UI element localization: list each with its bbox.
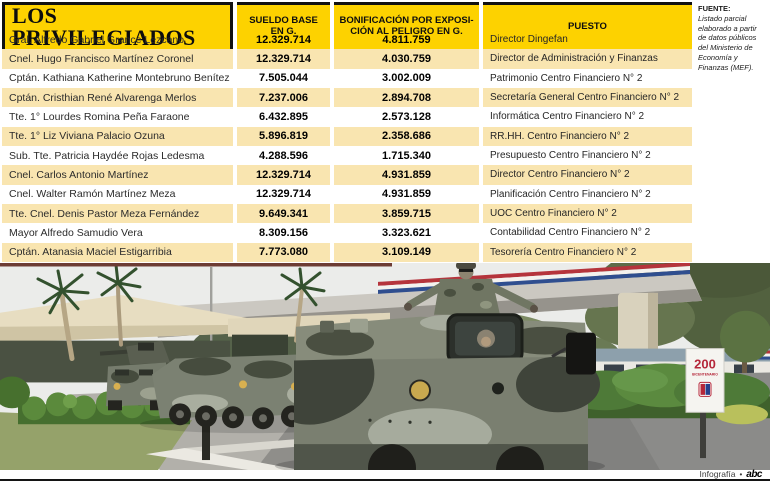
danger-bonus: 2.573.128 [382, 110, 431, 123]
source-note: FUENTE: Listado parcial elaborado a part… [698, 4, 766, 72]
danger-bonus: 2.358.686 [334, 126, 479, 146]
apc-turret [99, 340, 170, 365]
grass [0, 412, 192, 470]
table-row: Sub. Tte. Patricia Haydée Rojas Ledesma … [2, 146, 692, 165]
table-row: Cptán. Cristhian René Alvarenga Merlos 7… [2, 87, 692, 108]
soldier-cap [456, 263, 476, 269]
page-title: LOS PRIVILEGIADOS [12, 3, 196, 50]
base-salary: 6.432.895 [259, 110, 308, 123]
base-salary: 12.329.714 [255, 188, 312, 201]
column-header-bonificacion: BONIFICACIÓN POR EXPOSI- CIÓN AL PELIGRO… [334, 2, 479, 52]
photo-illustration: 200 BICENTENARIO [0, 263, 770, 470]
wheel [368, 444, 416, 470]
table-row: Cnel. Walter Ramón Martínez Meza 12.329.… [2, 185, 692, 204]
position: RR.HH. Centro Financiero N° 2 [483, 126, 692, 146]
base-salary: 5.896.819 [237, 126, 330, 146]
column-header-puesto: PUESTO [483, 2, 692, 52]
position: Tesorería Centro Financiero N° 2 [483, 242, 692, 262]
photo-military-vehicles: 200 BICENTENARIO [0, 263, 770, 470]
trimmed-tree [720, 310, 770, 379]
table-row: Cnel. Carlos Antonio Martínez 12.329.714… [2, 165, 692, 185]
base-salary: 4.288.596 [259, 149, 308, 162]
officer-name: Tte. 1° Lourdes Romina Peña Faraone [9, 110, 190, 123]
table-row: Mayor Alfredo Samudio Vera 8.309.156 3.3… [2, 223, 692, 242]
base-salary: 12.329.714 [237, 49, 330, 69]
table-header: LOS PRIVILEGIADOS SUELDO BASE EN G. BONI… [2, 2, 692, 52]
danger-bonus: 4.931.859 [382, 188, 431, 201]
source-text: Listado parcial elaborado a partir de da… [698, 13, 757, 72]
base-salary: 8.309.156 [259, 226, 308, 239]
soldier-on-vehicle [404, 263, 538, 315]
table-row: Cptán. Atanasia Maciel Estigarribia 7.77… [2, 242, 692, 262]
wheel [496, 446, 544, 470]
position: Planificación Centro Financiero N° 2 [490, 188, 651, 200]
table-row: Tte. Cnel. Denis Pastor Meza Fernández 9… [2, 203, 692, 224]
photo-top-edge [0, 263, 392, 267]
position: Director Centro Financiero N° 2 [483, 165, 692, 185]
table-row: Tte. 1° Liz Viviana Palacio Ozuna 5.896.… [2, 126, 692, 146]
sign-number: 200 [694, 357, 716, 372]
table-row: Cptán. Kathiana Katherine Montebruno Ben… [2, 69, 692, 88]
officer-name: Mayor Alfredo Samudio Vera [9, 226, 143, 239]
bottom-rule [0, 479, 770, 481]
danger-bonus: 4.030.759 [334, 49, 479, 69]
position: Director de Administración y Finanzas [483, 49, 692, 69]
officer-name: Gral. Alfredo Gabriel Grance Lezcano [9, 33, 185, 46]
officer-name: Sub. Tte. Patricia Haydée Rojas Ledesma [9, 149, 205, 162]
officer-name: Cnel. Walter Ramón Martínez Meza [9, 188, 176, 201]
credit-line: Infografía • abc [699, 468, 763, 480]
danger-bonus: 4.931.859 [334, 165, 479, 185]
danger-bonus: 3.859.715 [334, 203, 479, 224]
position: Patrimonio Centro Financiero N° 2 [490, 72, 643, 84]
title-box: LOS PRIVILEGIADOS [2, 2, 233, 52]
abc-logo: abc [746, 468, 762, 480]
yellow-bush [716, 404, 768, 425]
position: Secretaría General Centro Financiero N° … [483, 87, 692, 108]
sunglasses [459, 268, 473, 272]
officer-name: Cptán. Atanasia Maciel Estigarribia [2, 242, 233, 262]
position: Presupuesto Centro Financiero N° 2 [490, 150, 651, 162]
position: Director Dingefan [490, 34, 568, 46]
base-salary: 9.649.341 [237, 203, 330, 224]
officer-name: Tte. Cnel. Denis Pastor Meza Fernández [2, 203, 233, 224]
table-row: Tte. 1° Lourdes Romina Peña Faraone 6.43… [2, 107, 692, 126]
danger-bonus: 3.323.621 [382, 226, 431, 239]
side-mirror [566, 332, 596, 375]
danger-bonus: 3.002.009 [382, 72, 431, 85]
base-salary: 12.329.714 [255, 33, 312, 46]
position: UOC Centro Financiero N° 2 [483, 203, 692, 224]
footer: Infografía • abc [0, 468, 770, 483]
base-salary: 7.505.044 [259, 72, 308, 85]
credit-text: Infografía [699, 469, 736, 479]
sign-label: BICENTENARIO [692, 372, 718, 376]
danger-bonus: 3.109.149 [334, 242, 479, 262]
officer-name: Cptán. Cristhian René Alvarenga Merlos [2, 87, 233, 108]
bicentenario-sign: 200 BICENTENARIO [685, 348, 725, 459]
danger-bonus: 4.811.759 [382, 33, 431, 46]
flagpole [210, 266, 213, 355]
position: Informática Centro Financiero N° 2 [490, 111, 645, 123]
officer-name: Cnel. Hugo Francisco Martínez Coronel [2, 49, 233, 69]
table-row: Cnel. Hugo Francisco Martínez Coronel 12… [2, 49, 692, 69]
table-row: Gral. Alfredo Gabriel Grance Lezcano 12.… [2, 30, 692, 49]
officer-name: Cptán. Kathiana Katherine Montebruno Ben… [9, 72, 230, 85]
base-salary: 7.237.006 [237, 87, 330, 108]
headlight [239, 380, 247, 389]
officer-name: Cnel. Carlos Antonio Martínez [2, 165, 233, 185]
officer-name: Tte. 1° Liz Viviana Palacio Ozuna [2, 126, 233, 146]
danger-bonus: 1.715.340 [382, 149, 431, 162]
source-label: FUENTE: [698, 4, 731, 13]
position: Contabilidad Centro Financiero N° 2 [490, 227, 651, 239]
base-salary: 7.773.080 [237, 242, 330, 262]
sign-pole [700, 410, 706, 459]
headlight [409, 379, 431, 402]
danger-bonus: 2.894.708 [334, 87, 479, 108]
table-body: Gral. Alfredo Gabriel Grance Lezcano 12.… [2, 30, 692, 262]
apc-main [294, 263, 600, 470]
salary-table: LOS PRIVILEGIADOS SUELDO BASE EN G. BONI… [2, 2, 692, 262]
base-salary: 12.329.714 [237, 165, 330, 185]
headlight [113, 382, 121, 390]
bullet-separator: • [739, 469, 743, 479]
